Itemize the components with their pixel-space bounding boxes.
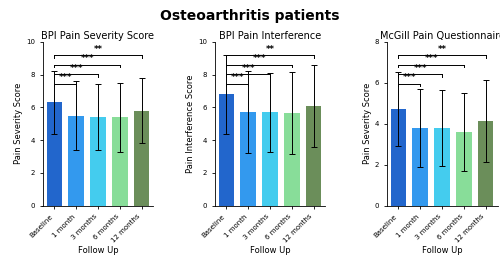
- Y-axis label: Pain Severity Score: Pain Severity Score: [362, 83, 372, 164]
- Bar: [68, 116, 84, 206]
- Text: ***: ***: [70, 64, 83, 73]
- X-axis label: Follow Up: Follow Up: [422, 246, 463, 254]
- Text: ***: ***: [424, 54, 438, 63]
- Text: ***: ***: [252, 54, 266, 63]
- X-axis label: Follow Up: Follow Up: [250, 246, 290, 254]
- Text: ***: ***: [80, 54, 94, 63]
- Bar: [46, 102, 62, 206]
- Text: **: **: [266, 45, 274, 54]
- Title: McGill Pain Questionnaire: McGill Pain Questionnaire: [380, 31, 500, 41]
- Text: ***: ***: [414, 64, 427, 73]
- Bar: [112, 117, 128, 206]
- Bar: [434, 128, 450, 206]
- Bar: [262, 112, 278, 206]
- Bar: [90, 117, 106, 206]
- Text: ***: ***: [230, 73, 244, 82]
- Text: Osteoarthritis patients: Osteoarthritis patients: [160, 9, 340, 23]
- Text: ***: ***: [58, 73, 72, 82]
- X-axis label: Follow Up: Follow Up: [78, 246, 118, 254]
- Bar: [412, 128, 428, 206]
- Bar: [218, 94, 234, 206]
- Bar: [134, 111, 150, 206]
- Bar: [478, 121, 494, 206]
- Bar: [284, 113, 300, 206]
- Title: BPI Pain Interference: BPI Pain Interference: [219, 31, 321, 41]
- Text: ***: ***: [402, 73, 416, 82]
- Y-axis label: Pain Severity Score: Pain Severity Score: [14, 83, 23, 164]
- Text: **: **: [438, 45, 446, 54]
- Text: **: **: [94, 45, 102, 54]
- Bar: [390, 109, 406, 206]
- Title: BPI Pain Severity Score: BPI Pain Severity Score: [42, 31, 154, 41]
- Text: ***: ***: [242, 64, 255, 73]
- Bar: [240, 112, 256, 206]
- Y-axis label: Pain Interference Score: Pain Interference Score: [186, 75, 195, 173]
- Bar: [306, 106, 322, 206]
- Bar: [456, 132, 471, 206]
